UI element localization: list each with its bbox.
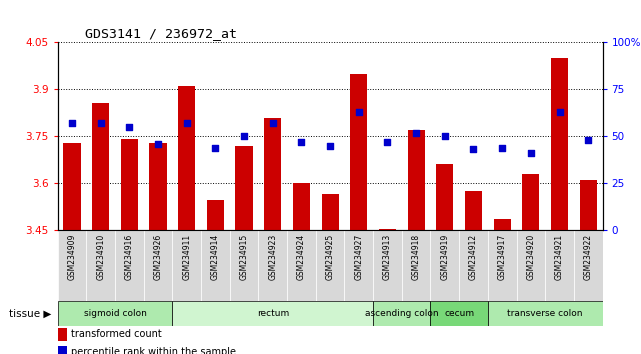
Bar (264, 118, 281, 230)
Text: ascending colon: ascending colon (365, 309, 438, 318)
FancyBboxPatch shape (488, 301, 603, 326)
Point (554, 109, 565, 115)
Bar (58, 328, 67, 341)
Point (268, 120, 278, 126)
Bar (494, 219, 511, 230)
Bar (121, 139, 138, 230)
FancyBboxPatch shape (344, 230, 373, 301)
Bar (92, 103, 110, 230)
Text: GSM234916: GSM234916 (125, 234, 134, 280)
Bar (551, 58, 568, 230)
Bar (293, 183, 310, 230)
FancyBboxPatch shape (373, 230, 402, 301)
Text: sigmoid colon: sigmoid colon (83, 309, 147, 318)
Point (382, 139, 392, 145)
Text: GSM234923: GSM234923 (269, 234, 278, 280)
Text: tissue ▶: tissue ▶ (9, 308, 51, 318)
FancyBboxPatch shape (545, 230, 574, 301)
Text: GDS3141 / 236972_at: GDS3141 / 236972_at (85, 27, 237, 40)
Text: transverse colon: transverse colon (508, 309, 583, 318)
Text: GSM234910: GSM234910 (96, 234, 105, 280)
Bar (350, 74, 367, 230)
FancyBboxPatch shape (229, 230, 258, 301)
Bar (408, 130, 425, 230)
FancyBboxPatch shape (488, 230, 517, 301)
Point (497, 145, 507, 150)
Text: GSM234918: GSM234918 (412, 234, 420, 280)
FancyBboxPatch shape (172, 230, 201, 301)
Text: GSM234919: GSM234919 (440, 234, 449, 280)
Bar (379, 229, 396, 230)
Bar (322, 194, 338, 230)
FancyBboxPatch shape (172, 301, 373, 326)
Bar (465, 191, 482, 230)
Point (583, 137, 594, 143)
FancyBboxPatch shape (258, 230, 287, 301)
Point (325, 143, 335, 149)
FancyBboxPatch shape (517, 230, 545, 301)
Point (411, 130, 421, 135)
FancyBboxPatch shape (58, 230, 87, 301)
Text: GSM234921: GSM234921 (555, 234, 564, 280)
FancyBboxPatch shape (316, 230, 344, 301)
Point (239, 133, 249, 139)
Text: percentile rank within the sample: percentile rank within the sample (71, 347, 237, 354)
Bar (178, 86, 196, 230)
Text: cecum: cecum (444, 309, 474, 318)
Text: GSM234911: GSM234911 (182, 234, 191, 280)
FancyBboxPatch shape (574, 230, 603, 301)
FancyBboxPatch shape (431, 230, 459, 301)
Text: GSM234926: GSM234926 (154, 234, 163, 280)
Point (296, 139, 306, 145)
FancyBboxPatch shape (87, 230, 115, 301)
Text: GSM234920: GSM234920 (526, 234, 535, 280)
Text: GSM234913: GSM234913 (383, 234, 392, 280)
Bar (235, 146, 253, 230)
Text: rectum: rectum (256, 309, 289, 318)
FancyBboxPatch shape (431, 301, 488, 326)
Text: GSM234909: GSM234909 (67, 234, 76, 280)
FancyBboxPatch shape (459, 230, 488, 301)
Text: transformed count: transformed count (71, 329, 162, 339)
Point (153, 141, 163, 147)
Bar (522, 174, 540, 230)
Text: GSM234922: GSM234922 (584, 234, 593, 280)
FancyBboxPatch shape (201, 230, 229, 301)
Point (469, 147, 479, 152)
Point (67, 120, 77, 126)
Bar (207, 200, 224, 230)
Point (440, 133, 450, 139)
Text: GSM234914: GSM234914 (211, 234, 220, 280)
Point (124, 124, 135, 130)
Point (210, 145, 221, 150)
FancyBboxPatch shape (115, 230, 144, 301)
Bar (579, 180, 597, 230)
Text: GSM234925: GSM234925 (326, 234, 335, 280)
Text: GSM234927: GSM234927 (354, 234, 363, 280)
FancyBboxPatch shape (144, 230, 172, 301)
Bar (437, 165, 453, 230)
Text: GSM234912: GSM234912 (469, 234, 478, 280)
Text: GSM234917: GSM234917 (497, 234, 506, 280)
FancyBboxPatch shape (58, 301, 172, 326)
FancyBboxPatch shape (287, 230, 316, 301)
Text: GSM234924: GSM234924 (297, 234, 306, 280)
FancyBboxPatch shape (373, 301, 431, 326)
FancyBboxPatch shape (402, 230, 431, 301)
Point (354, 109, 364, 115)
Bar (58, 346, 67, 354)
Point (96, 120, 106, 126)
Point (526, 150, 536, 156)
Bar (149, 143, 167, 230)
Text: GSM234915: GSM234915 (240, 234, 249, 280)
Point (181, 120, 192, 126)
Bar (63, 143, 81, 230)
